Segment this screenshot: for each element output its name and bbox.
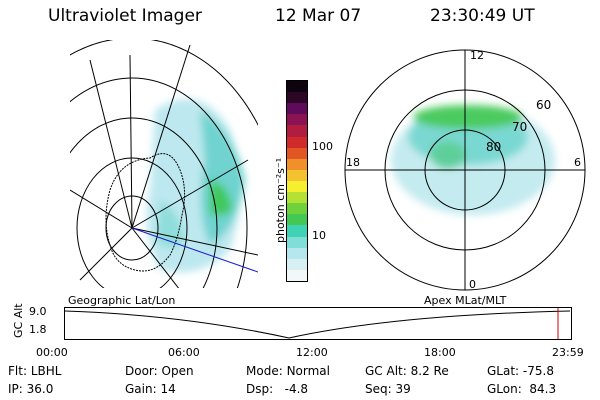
mlt-label-12: 12 — [470, 49, 484, 62]
mlt-label-18: 18 — [346, 156, 360, 169]
colorbar-tick-100: 100 — [312, 140, 333, 153]
colorbar-unit-label: photon cm⁻²s⁻¹ — [274, 157, 287, 243]
colorbar-segment — [287, 192, 307, 204]
colorbar-segment — [287, 181, 307, 193]
info-mode: Mode: Normal — [246, 364, 330, 378]
info-seq: Seq: 39 — [365, 382, 411, 396]
polar-emission — [391, 105, 555, 215]
altitude-timeline — [64, 307, 572, 340]
colorbar-segment — [287, 147, 307, 159]
lat-label-80: 80 — [486, 140, 501, 154]
info-glon: GLon: 84.3 — [487, 382, 557, 396]
timeline-ytick-top: 9.0 — [29, 305, 47, 318]
timeline-ylabel: GC Alt — [12, 303, 25, 338]
lat-label-70: 70 — [512, 120, 527, 134]
colorbar-segment — [287, 258, 307, 270]
timeline-xtick-1200: 12:00 — [296, 346, 328, 359]
mlt-label-6: 6 — [574, 156, 581, 169]
colorbar-segment — [287, 125, 307, 137]
info-ip: IP: 36.0 — [8, 382, 54, 396]
colorbar-segment — [287, 247, 307, 259]
info-glat: GLat: -75.8 — [487, 364, 554, 378]
colorbar-segment — [287, 214, 307, 226]
timeline-xtick-0600: 06:00 — [168, 346, 200, 359]
coastline — [105, 153, 186, 272]
color-bar — [286, 80, 308, 282]
terminator-line — [131, 227, 258, 273]
colorbar-segment — [287, 236, 307, 248]
altitude-curve — [64, 310, 571, 339]
colorbar-segment — [287, 81, 307, 93]
right-map-caption: Apex MLat/MLT — [424, 294, 507, 307]
date-label: 12 Mar 07 — [275, 6, 362, 26]
lat-label-60: 60 — [536, 98, 551, 112]
colorbar-segment — [287, 158, 307, 170]
colorbar-segment — [287, 169, 307, 182]
info-door: Door: Open — [125, 364, 194, 378]
colorbar-tick-10: 10 — [312, 229, 326, 242]
left-map-caption: Geographic Lat/Lon — [68, 294, 176, 307]
colorbar-segment — [287, 103, 307, 115]
polar-plot: 12 18 6 0 80 70 60 — [344, 49, 586, 291]
timeline-xtick-2359: 23:59 — [552, 346, 584, 359]
time-label: 23:30:49 UT — [430, 6, 535, 26]
colorbar-segment — [287, 136, 307, 148]
info-gain: Gain: 14 — [125, 382, 176, 396]
mlt-label-0: 0 — [469, 278, 476, 291]
info-gc-alt: GC Alt: 8.2 Re — [365, 364, 449, 378]
info-flt: Flt: LBHL — [8, 364, 62, 378]
colorbar-segment — [287, 92, 307, 104]
timeline-ytick-bottom: 1.8 — [29, 323, 47, 336]
colorbar-segment — [287, 203, 307, 215]
colorbar-segment — [287, 225, 307, 237]
app-title: Ultraviolet Imager — [48, 6, 202, 26]
polar-grid — [344, 49, 586, 291]
timeline-xtick-1800: 18:00 — [424, 346, 456, 359]
timeline-xtick-0000: 00:00 — [36, 346, 68, 359]
info-dsp: Dsp: -4.8 — [246, 382, 309, 396]
colorbar-segment — [287, 269, 307, 281]
geographic-image — [70, 40, 258, 288]
colorbar-segment — [287, 114, 307, 126]
longitude-grid — [70, 44, 258, 288]
